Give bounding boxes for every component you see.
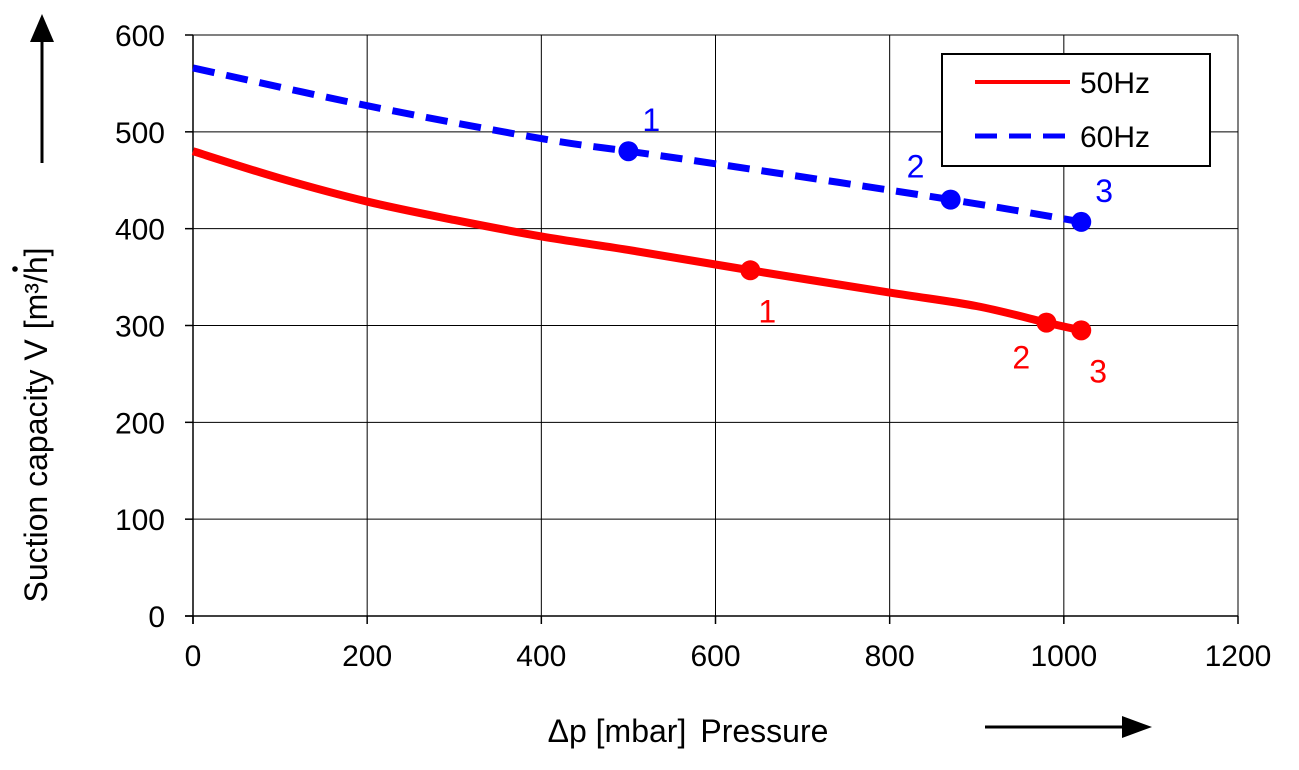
series-line-50hz <box>191 147 1083 335</box>
y-tick-label-400: 400 <box>115 214 165 247</box>
y-axis-title-symbol: V <box>18 339 54 361</box>
x-axis-title: Δp [mbar] Pressure <box>548 713 829 749</box>
x-axis-title-symbol: Δp [mbar] <box>548 713 687 749</box>
data-point-60hz-2 <box>940 189 961 210</box>
data-label-60hz-1: 1 <box>642 102 660 138</box>
legend-box <box>941 53 1211 167</box>
data-point-60hz-3 <box>1071 211 1092 232</box>
tick-labels: 0 100 200 300 400 500 600 0 200 400 600 800 1000 1200 <box>115 20 1271 673</box>
x-axis-title-word: Pressure <box>700 713 828 749</box>
data-label-50hz-2: 2 <box>1012 340 1030 376</box>
x-tick-label-200: 200 <box>342 640 392 673</box>
y-tick-label-300: 300 <box>115 311 165 344</box>
legend: 50Hz 60Hz <box>941 53 1211 167</box>
axes <box>185 34 1239 624</box>
y-axis-title: Suction capacity V [m³/h] <box>18 247 54 602</box>
x-tick-label-0: 0 <box>185 640 202 673</box>
data-label-60hz-3: 3 <box>1095 173 1113 209</box>
y-axis-arrow <box>30 14 54 163</box>
y-tick-label-100: 100 <box>115 504 165 537</box>
y-tick-label-600: 600 <box>115 20 165 53</box>
data-point-60hz-1 <box>618 141 639 162</box>
y-tick-label-200: 200 <box>115 407 165 440</box>
data-label-50hz-1: 1 <box>758 293 776 329</box>
data-point-50hz-3 <box>1071 320 1092 341</box>
x-tick-label-400: 400 <box>516 640 566 673</box>
y-axis-flow-dot <box>12 266 18 272</box>
x-tick-label-800: 800 <box>865 640 915 673</box>
data-label-60hz-2: 2 <box>907 149 925 185</box>
y-axis-title-unit: [m³/h] <box>18 247 54 329</box>
x-tick-label-1200: 1200 <box>1205 640 1272 673</box>
series: 1 2 3 1 2 3 <box>191 64 1113 389</box>
x-axis-arrow <box>985 716 1152 738</box>
legend-label-50hz: 50Hz <box>1080 67 1150 100</box>
y-tick-label-500: 500 <box>115 117 165 150</box>
y-axis-title-group: Suction capacity V [m³/h] <box>18 247 54 602</box>
x-tick-label-600: 600 <box>690 640 740 673</box>
y-axis-title-prefix: Suction capacity <box>18 361 54 603</box>
legend-label-60hz: 60Hz <box>1080 121 1150 154</box>
data-label-50hz-3: 3 <box>1089 353 1107 389</box>
data-point-50hz-2 <box>1036 312 1057 333</box>
x-tick-label-1000: 1000 <box>1030 640 1097 673</box>
y-tick-label-0: 0 <box>148 601 165 634</box>
data-point-50hz-1 <box>740 260 761 281</box>
